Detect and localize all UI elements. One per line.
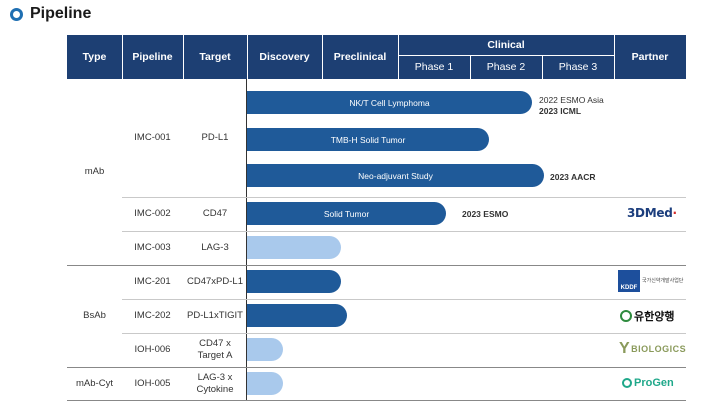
target-name: LAG-3 [201, 242, 229, 254]
target-name: LAG-3 x Cytokine [183, 367, 247, 400]
pipeline-name: IOH-005 [134, 377, 171, 389]
milestone-line: 2022 ESMO Asia [539, 95, 604, 105]
header-divider [470, 55, 471, 79]
milestone-note: 2022 ESMO Asia 2023 ICML [539, 95, 604, 116]
header-divider [247, 35, 248, 79]
pipeline-name: IOH-006 [134, 344, 171, 356]
partner-logo-text: 유한양행 [634, 311, 675, 323]
target-name: PD-L1 [201, 132, 229, 144]
header-phase1: Phase 1 [414, 61, 454, 73]
partner-logo-text: 3DMed [627, 206, 673, 220]
header-preclinical: Preclinical [333, 51, 387, 63]
target-name: CD47 x Target A [183, 333, 247, 367]
header-divider [614, 35, 615, 79]
pipeline-name: IMC-002 [134, 208, 171, 220]
timeline-axis [246, 79, 247, 400]
target-name: CD47 [202, 208, 228, 220]
logo-dot-icon: · [672, 206, 677, 220]
target-line: LAG-3 x [197, 371, 233, 383]
type-bsab: BsAb [83, 310, 106, 322]
header-divider [542, 55, 543, 79]
progress-bar: Solid Tumor [247, 202, 446, 225]
milestone-line-bold: 2023 ICML [539, 105, 582, 116]
table-header [67, 35, 686, 79]
ring-icon [10, 7, 23, 21]
partner-logo-3dmed: 3DMed· [627, 206, 677, 220]
partner-logo-yuhan: 유한양행 [620, 308, 674, 324]
group-separator [67, 367, 686, 368]
header-pipeline: Pipeline [132, 51, 173, 63]
header-discovery: Discovery [259, 51, 310, 63]
progen-mark-icon [622, 378, 632, 388]
progress-bar [247, 372, 283, 395]
target-name: PD-L1xTIGIT [187, 310, 243, 322]
kddf-mark-icon: KDDF [618, 270, 640, 292]
type-mab-cyt: mAb-Cyt [76, 377, 113, 389]
row-separator [122, 333, 686, 334]
type-mab: mAb [84, 166, 105, 178]
partner-logo-ybiologics: Y BIOLOGICS [619, 340, 686, 358]
pipeline-name: IMC-001 [134, 132, 171, 144]
milestone-note: 2023 ESMO [462, 209, 508, 220]
progress-bar [247, 338, 283, 361]
header-partner: Partner [631, 51, 669, 63]
progress-bar [247, 270, 341, 293]
y-mark-icon: Y [619, 340, 631, 357]
target-line: CD47 x [199, 338, 231, 350]
page-title: Pipeline [10, 4, 91, 24]
partner-logo-text: 국가신약개발사업단 [642, 278, 684, 284]
header-clinical: Clinical [487, 39, 525, 51]
table-bottom [67, 400, 686, 401]
header-divider [183, 35, 184, 79]
pipeline-name: IMC-202 [134, 310, 171, 322]
header-divider [122, 35, 123, 79]
row-separator [122, 231, 686, 232]
partner-logo-text: BIOLOGICS [631, 344, 687, 354]
partner-logo-progen: ProGen [622, 377, 674, 389]
header-target: Target [199, 51, 231, 63]
page-title-text: Pipeline [30, 5, 92, 22]
milestone-bold: 2023 AACR [550, 172, 596, 182]
milestone-line: 2023 ICML [539, 106, 604, 117]
progress-bar [247, 304, 347, 327]
header-type: Type [82, 51, 107, 63]
partner-logo-text: ProGen [634, 377, 674, 389]
progress-bar: NK/T Cell Lymphoma [247, 91, 532, 114]
progress-bar: TMB-H Solid Tumor [247, 128, 489, 151]
target-name: CD47xPD-L1 [187, 276, 243, 288]
pipeline-name: IMC-201 [134, 276, 171, 288]
progress-bar: Neo-adjuvant Study [247, 164, 544, 187]
target-line: Target A [197, 350, 233, 361]
group-separator [67, 265, 686, 266]
header-divider [322, 35, 323, 79]
header-phase3: Phase 3 [558, 61, 598, 73]
yuhan-mark-icon [620, 310, 632, 322]
row-separator [122, 197, 686, 198]
progress-bar [247, 236, 341, 259]
target-line: Cytokine [196, 383, 234, 395]
header-divider [398, 35, 399, 79]
pipeline-name: IMC-003 [134, 242, 171, 254]
row-separator [122, 299, 686, 300]
milestone-note: 2023 AACR [550, 172, 596, 183]
partner-logo-kddf: KDDF 국가신약개발사업단 [618, 270, 683, 292]
milestone-bold: 2023 ESMO [462, 209, 509, 219]
header-phase2: Phase 2 [486, 61, 526, 73]
header-divider [398, 55, 614, 56]
